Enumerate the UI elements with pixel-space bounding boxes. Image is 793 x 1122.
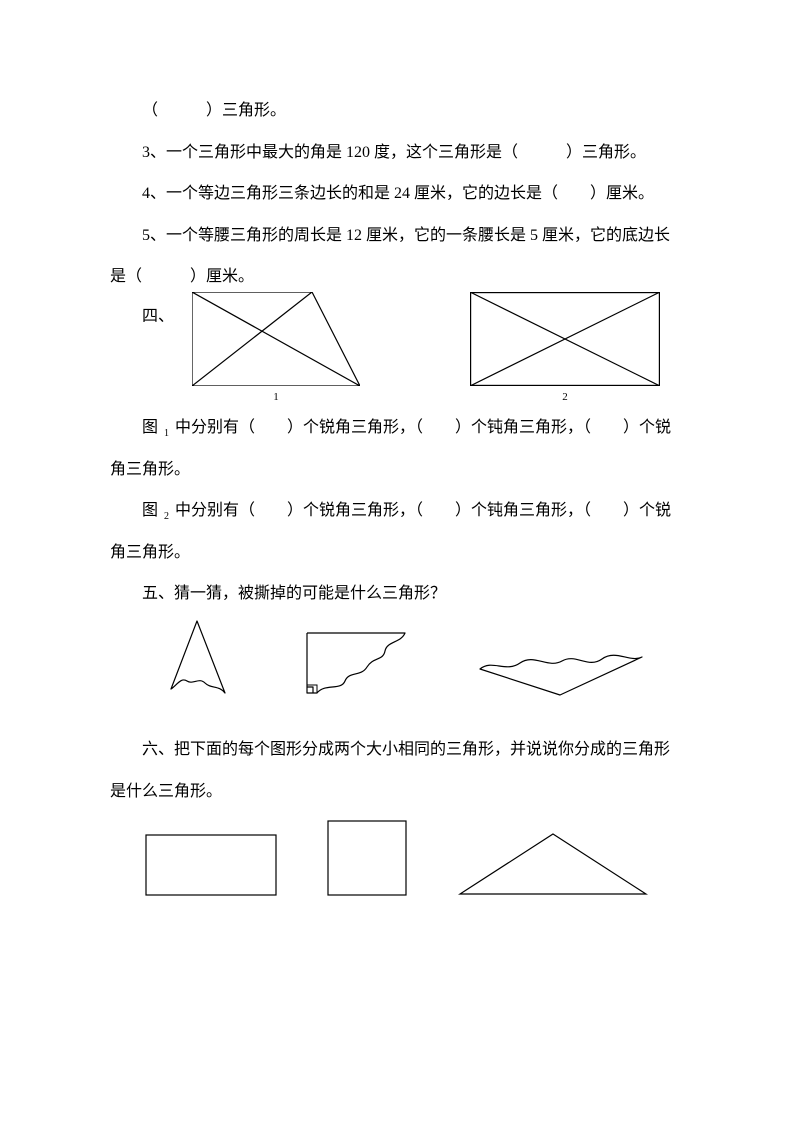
shapes-row (110, 820, 683, 896)
q-partial: （ ）三角形。 (110, 90, 683, 132)
torn-triangles-row (110, 619, 683, 699)
text: 图 (142, 502, 162, 519)
section-5-label: 五、猜一猜，被撕掉的可能是什么三角形？ (110, 573, 683, 615)
figure-1-caption: 1 (192, 392, 360, 403)
text: 图 (142, 419, 162, 436)
section-4-label: 四、 (110, 292, 174, 338)
section-4-figures-row: 四、 1 2 (110, 292, 683, 403)
figure-2-wrap: 2 (470, 292, 660, 403)
text: 中分别有（ ）个锐角三角形，（ ）个钝角三角形，（ ）个锐角三角形。 (110, 419, 671, 478)
question-3: 3、一个三角形中最大的角是 120 度，这个三角形是（ ）三角形。 (110, 132, 683, 174)
section-4-q1: 图 1 中分别有（ ）个锐角三角形，（ ）个钝角三角形，（ ）个锐角三角形。 (110, 407, 683, 490)
figure-2-caption: 2 (470, 392, 660, 403)
subscript-2: 2 (162, 511, 171, 522)
section-6-label: 六、把下面的每个图形分成两个大小相同的三角形，并说说你分成的三角形是什么三角形。 (110, 729, 683, 812)
torn-triangle-3 (476, 639, 646, 699)
question-4: 4、一个等边三角形三条边长的和是 24 厘米，它的边长是（ ）厘米。 (110, 173, 683, 215)
figure-1 (192, 292, 360, 386)
shape-rectangle (145, 834, 277, 896)
figure-1-wrap: 1 (192, 292, 360, 403)
figure-2 (470, 292, 660, 386)
subscript-1: 1 (162, 428, 171, 439)
section-4-q2: 图 2 中分别有（ ）个锐角三角形，（ ）个钝角三角形，（ ）个锐角三角形。 (110, 490, 683, 573)
worksheet-page: （ ）三角形。 3、一个三角形中最大的角是 120 度，这个三角形是（ ）三角形… (0, 0, 793, 1122)
question-5: 5、一个等腰三角形的周长是 12 厘米，它的一条腰长是 5 厘米，它的底边长是（… (110, 215, 683, 298)
shape-square (327, 820, 407, 896)
shape-triangle (458, 832, 648, 896)
torn-triangle-1 (147, 619, 247, 699)
torn-triangle-2 (301, 627, 421, 699)
text: 中分别有（ ）个锐角三角形，（ ）个钝角三角形，（ ）个锐角三角形。 (110, 502, 671, 561)
